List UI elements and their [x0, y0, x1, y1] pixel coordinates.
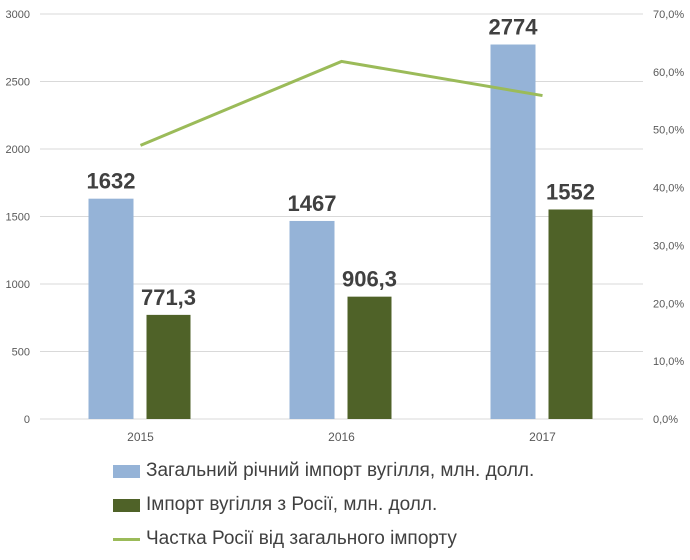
bar	[88, 198, 134, 419]
bar	[289, 220, 335, 419]
y-tick-label: 1000	[6, 279, 30, 291]
bar	[490, 44, 536, 419]
y2-tick-label: 20,0%	[653, 298, 684, 310]
data-label: 2774	[489, 15, 539, 40]
bar	[548, 209, 593, 419]
data-label: 1552	[546, 179, 595, 204]
line-series	[139, 59, 543, 147]
data-label: 1632	[87, 169, 136, 194]
y-tick-label: 2500	[6, 77, 30, 89]
bar	[146, 314, 191, 419]
x-tick-label: 2015	[127, 430, 154, 444]
legend-label: Частка Росії від загального імпорту	[146, 528, 457, 549]
y2-tick-label: 50,0%	[653, 125, 684, 137]
y-tick-label: 500	[12, 347, 30, 359]
chart: 0 500 1000 1500 2000 2500 3000 0,0% 10,0% 20,0% 30…	[6, 9, 685, 444]
data-label: 771,3	[141, 285, 196, 310]
y2-tick-label: 0,0%	[653, 414, 678, 426]
y-tick-label: 1500	[6, 212, 30, 224]
data-label: 1467	[288, 191, 337, 216]
y2-tick-label: 10,0%	[653, 356, 684, 368]
legend-item: Частка Росії від загального імпорту	[113, 528, 457, 550]
x-tick-label: 2016	[328, 430, 355, 444]
legend-item: Загальний річний імпорт вугілля, млн. до…	[113, 460, 534, 482]
y2-tick-label: 30,0%	[653, 240, 684, 252]
legend-swatch	[113, 464, 140, 478]
legend-label: Загальний річний імпорт вугілля, млн. до…	[146, 460, 535, 481]
y-tick-label: 2000	[6, 144, 30, 156]
y-tick-label: 3000	[6, 9, 30, 21]
legend-label: Імпорт вугілля з Росії, млн. долл.	[146, 494, 438, 515]
x-tick-label: 2017	[529, 430, 556, 444]
y2-tick-label: 70,0%	[653, 9, 684, 21]
data-label: 906,3	[342, 267, 397, 292]
bar	[347, 296, 392, 419]
legend-swatch	[113, 498, 140, 512]
y2-tick-label: 40,0%	[653, 183, 684, 195]
legend-swatch	[113, 537, 140, 541]
y-tick-label: 0	[24, 414, 30, 426]
legend-item: Імпорт вугілля з Росії, млн. долл.	[113, 494, 437, 516]
y2-tick-label: 60,0%	[653, 67, 684, 79]
